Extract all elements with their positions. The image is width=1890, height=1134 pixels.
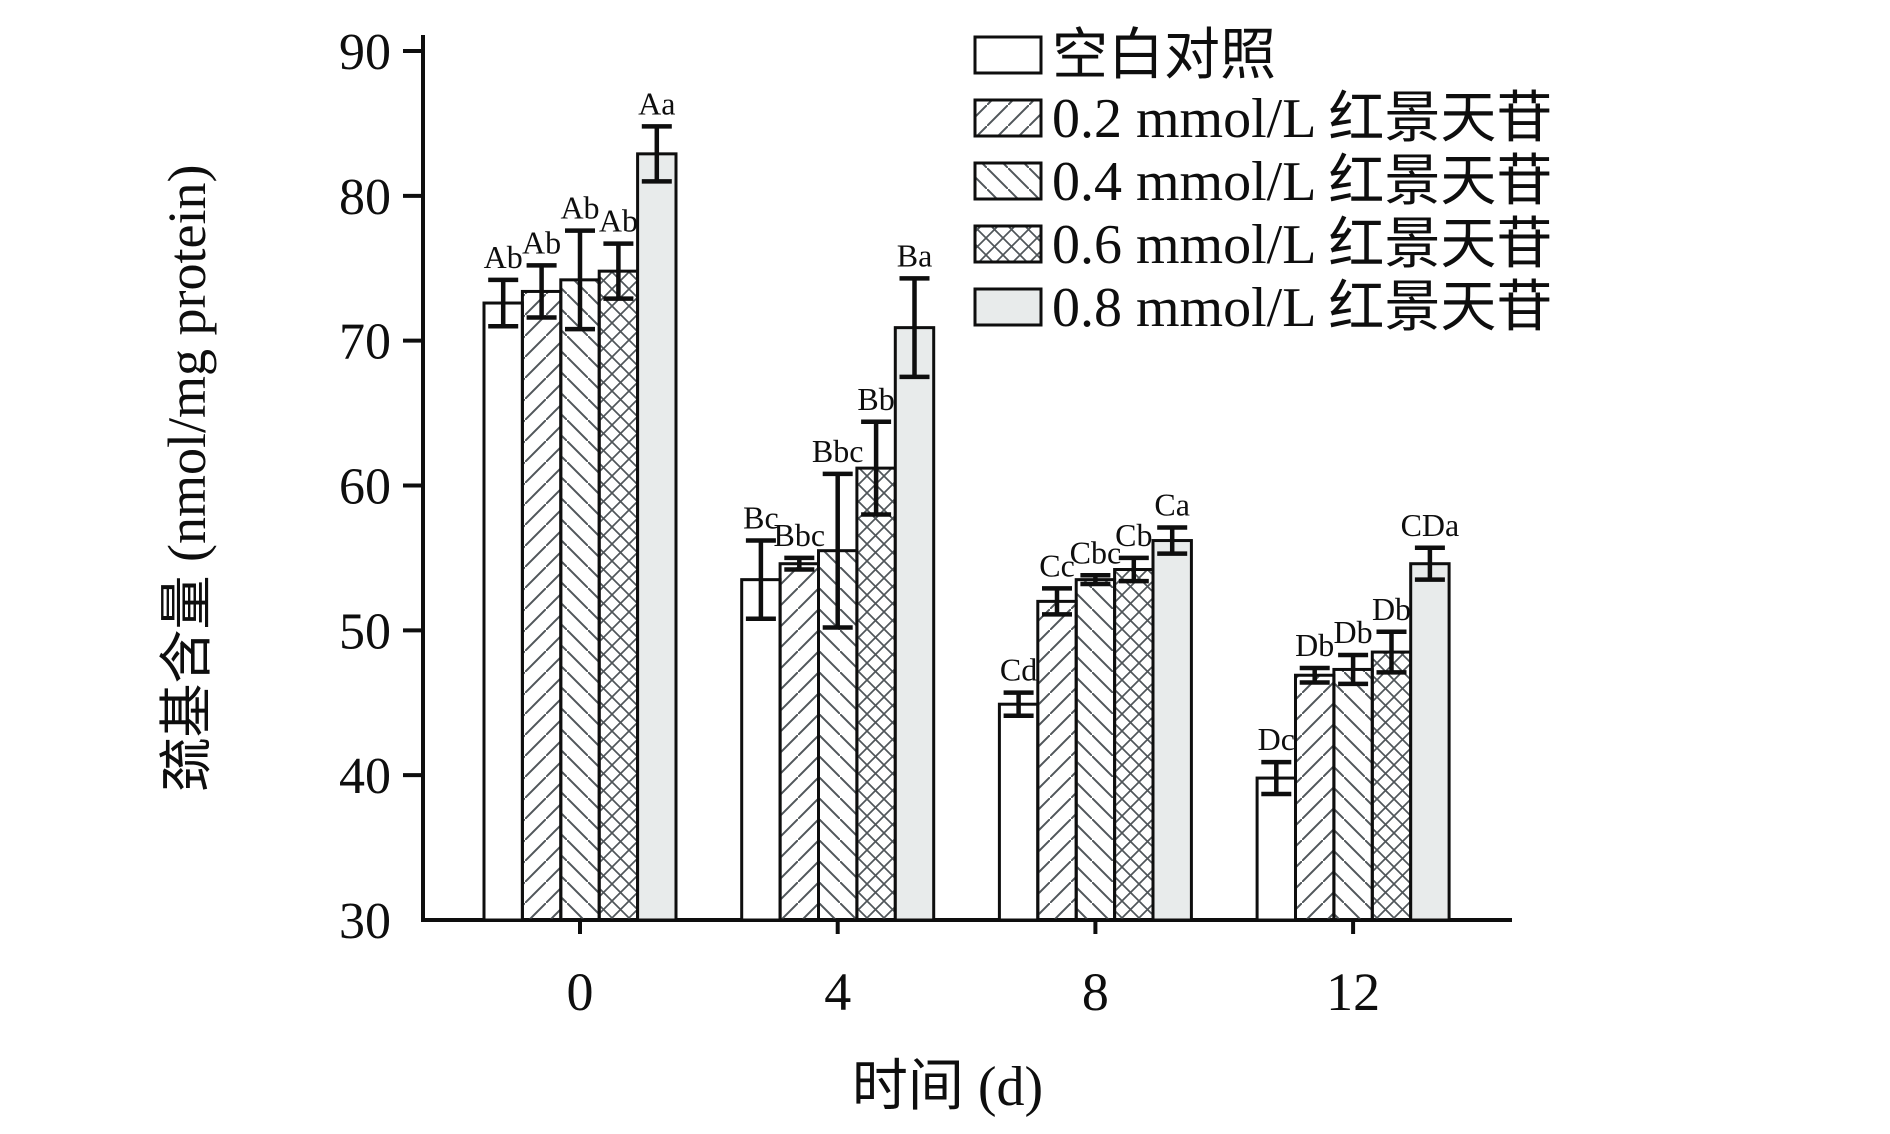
sig-label: Cd <box>1000 652 1037 688</box>
bar-空白对照-day0 <box>482 301 524 922</box>
sig-label: Ab <box>560 190 599 226</box>
sig-label: Ab <box>484 239 523 275</box>
y-tick-label: 90 <box>339 24 391 81</box>
sig-label: Bb <box>857 381 894 417</box>
sig-label: Bbc <box>774 517 826 553</box>
bar-0.8 mmol/L 红景天苷-day12 <box>1409 562 1451 922</box>
legend-label: 0.4 mmol/L 红景天苷 <box>1052 151 1552 213</box>
bar-0.6 mmol/L 红景天苷-day8 <box>1113 568 1155 922</box>
bar-空白对照-day4 <box>740 578 782 922</box>
y-tick-label: 30 <box>339 893 391 950</box>
bar-0.6 mmol/L 红景天苷-day12 <box>1370 650 1413 922</box>
bar-0.8 mmol/L 红景天苷-day8 <box>1151 539 1193 922</box>
legend-label: 0.2 mmol/L 红景天苷 <box>1052 88 1552 150</box>
bar-0.8 mmol/L 红景天苷-day4 <box>893 326 936 922</box>
bar-0.4 mmol/L 红景天苷-day8 <box>1074 578 1117 922</box>
y-tick-label: 40 <box>339 748 391 805</box>
bar-0.2 mmol/L 红景天苷-day8 <box>1036 599 1078 922</box>
legend-swatch-diag-fwd <box>973 98 1043 138</box>
sig-label: Dc <box>1258 721 1295 757</box>
legend-label: 0.6 mmol/L 红景天苷 <box>1052 214 1552 276</box>
x-tick-label: 12 <box>1326 962 1380 1022</box>
legend-label: 空白对照 <box>1052 25 1276 87</box>
x-tick-label: 4 <box>824 962 851 1022</box>
legend-swatch-none <box>973 35 1043 75</box>
bar-0.8 mmol/L 红景天苷-day0 <box>636 152 678 922</box>
x-tick-label: 0 <box>567 962 594 1022</box>
legend-swatch-diag-bwd <box>973 161 1043 201</box>
sig-label: Ba <box>897 237 933 273</box>
bar-0.2 mmol/L 红景天苷-day0 <box>520 289 563 922</box>
sig-label: Ab <box>599 203 638 239</box>
sig-label: Cb <box>1115 517 1152 553</box>
y-tick-label: 70 <box>339 314 391 371</box>
bar-空白对照-day12 <box>1255 776 1297 922</box>
sig-label: Cc <box>1039 547 1075 583</box>
sig-label: Db <box>1295 627 1334 663</box>
sig-label: Bc <box>743 500 779 536</box>
legend-label: 0.8 mmol/L 红景天苷 <box>1052 277 1552 339</box>
bar-0.4 mmol/L 红景天苷-day12 <box>1332 667 1374 922</box>
sig-label: Db <box>1372 591 1411 627</box>
bar-0.6 mmol/L 红景天苷-day0 <box>597 269 640 922</box>
bar-空白对照-day8 <box>997 702 1040 922</box>
bar-0.2 mmol/L 红景天苷-day4 <box>778 562 820 922</box>
y-tick-label: 50 <box>339 603 391 660</box>
legend-swatch-solid-gray <box>973 287 1043 327</box>
sig-label: Db <box>1334 614 1373 650</box>
legend-swatch-cross <box>973 224 1043 264</box>
sig-label: Cbc <box>1070 534 1122 570</box>
x-tick-label: 8 <box>1082 962 1109 1022</box>
sig-label: Ab <box>522 224 561 260</box>
y-tick-label: 80 <box>339 169 391 226</box>
sig-label: Ca <box>1154 487 1190 523</box>
sig-label: Aa <box>638 85 675 121</box>
bar-0.2 mmol/L 红景天苷-day12 <box>1294 673 1336 922</box>
sig-label: CDa <box>1401 507 1460 543</box>
bar-0.6 mmol/L 红景天苷-day4 <box>855 466 897 922</box>
bar-0.4 mmol/L 红景天苷-day0 <box>559 278 601 922</box>
y-tick-label: 60 <box>339 459 391 516</box>
x-axis-title: 时间 (d) <box>852 1056 1043 1118</box>
y-axis-title: 巯基含量 (nmol/mg protein) <box>157 165 217 792</box>
sig-label: Bbc <box>812 433 864 469</box>
